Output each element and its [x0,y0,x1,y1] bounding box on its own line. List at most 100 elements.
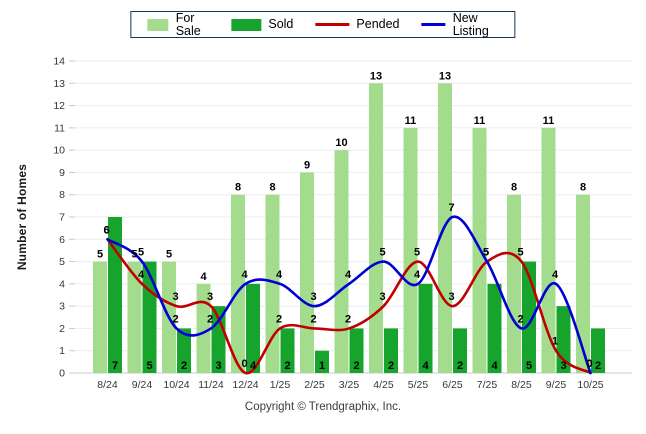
sold-value-label: 5 [526,360,532,372]
sold-value-label: 4 [422,360,429,372]
legend-item-for-sale: For Sale [147,12,209,37]
y-tick-label: 12 [53,100,65,112]
new-listing-value-label: 4 [276,269,283,281]
y-tick-label: 0 [59,368,65,380]
for-sale-value-label: 8 [580,182,586,194]
x-tick-label: 3/25 [339,379,360,391]
bar-for-sale [576,194,590,373]
copyright-text: Copyright © Trendgraphix, Inc. [244,401,402,413]
y-tick-label: 10 [53,145,65,157]
new-listing-value-label: 5 [483,247,489,259]
y-tick-label: 6 [59,234,65,246]
y-tick-label: 14 [53,56,65,68]
sold-value-label: 2 [181,360,187,372]
for-sale-value-label: 4 [200,271,207,283]
pended-value-label: 1 [552,336,558,348]
x-tick-label: 8/24 [97,379,118,391]
pended-value-label: 3 [448,291,454,303]
for-sale-value-label: 11 [405,115,417,127]
new-listing-value-label: 2 [207,313,213,325]
pended-value-label: 6 [103,224,109,236]
bar-sold [142,261,157,373]
x-tick-label: 2/25 [304,379,325,391]
sold-value-label: 2 [388,360,394,372]
new-listing-value-label: 7 [448,202,454,214]
for-sale-value-label: 10 [335,137,347,149]
x-tick-label: 7/25 [477,379,498,391]
bar-sold [591,328,605,373]
for-sale-value-label: 5 [97,249,103,261]
bar-sold [487,283,502,373]
bar-sold [384,328,398,373]
bar-sold [418,283,433,373]
legend-item-new-listing: New Listing [421,11,499,38]
sold-value-label: 4 [250,360,257,372]
x-tick-label: 11/24 [198,379,224,391]
pended-value-label: 2 [276,313,282,325]
sold-value-label: 4 [491,360,498,372]
sold-value-label: 2 [457,360,463,372]
pended-value-label: 2 [345,313,351,325]
bar-for-sale [127,261,142,373]
for-sale-value-label: 13 [370,70,382,82]
bar-for-sale [231,194,245,373]
bar-for-sale [196,283,211,373]
y-tick-label: 9 [59,167,65,179]
bar-for-sale [403,127,418,373]
bar-sold [211,306,226,373]
new-listing-value-label: 4 [552,269,559,281]
new-listing-value-label: 4 [241,269,248,281]
bar-for-sale [300,172,314,373]
x-tick-label: 1/25 [270,379,291,391]
new-listing-value-label: 5 [138,247,144,259]
legend-label-sold: Sold [268,17,294,32]
bar-for-sale [265,194,280,373]
pended-value-label: 2 [310,313,316,325]
x-tick-label: 6/25 [442,379,463,391]
for-sale-value-label: 13 [439,70,451,82]
y-tick-label: 1 [59,345,65,357]
sold-value-label: 3 [560,360,566,372]
for-sale-value-label: 8 [235,182,241,194]
bar-sold [315,350,329,373]
sold-value-label: 2 [595,360,601,372]
new-listing-line [106,215,592,375]
new-listing-value-label: 2 [517,313,523,325]
bar-for-sale [334,150,349,373]
sold-value-label: 7 [112,360,118,372]
for-sale-swatch-icon [147,18,169,31]
bar-sold [246,283,260,373]
new-listing-value-label: 4 [414,269,421,281]
new-listing-value-label: 6 [103,224,109,236]
pended-value-label: 5 [517,247,523,259]
y-tick-label: 2 [59,323,65,335]
sold-value-label: 2 [284,360,290,372]
sold-value-label: 3 [215,360,221,372]
sold-swatch-icon [231,18,262,31]
for-sale-value-label: 11 [543,115,555,127]
bar-for-sale [507,194,521,373]
y-tick-label: 3 [59,301,65,313]
y-tick-label: 7 [59,212,65,224]
for-sale-value-label: 5 [166,249,172,261]
y-tick-label: 8 [59,189,65,201]
for-sale-value-label: 5 [131,249,137,261]
new-listing-value-label: 2 [172,313,178,325]
for-sale-value-label: 8 [511,182,517,194]
pended-value-label: 3 [379,291,385,303]
pended-value-label: 0 [241,358,247,370]
pended-value-label: 3 [172,291,178,303]
legend-label-new-listing: New Listing [452,11,489,38]
new-listing-line-icon [421,23,446,26]
x-tick-label: 12/24 [232,379,258,391]
x-tick-label: 9/24 [132,379,153,391]
legend: For Sale Sold Pended New Listing [130,11,516,38]
sold-value-label: 5 [146,360,152,372]
x-tick-label: 8/25 [511,379,532,391]
y-axis-title: Number of Homes [15,163,29,271]
bar-sold [453,328,467,373]
y-tick-label: 13 [53,78,65,90]
x-tick-label: 4/25 [373,379,394,391]
